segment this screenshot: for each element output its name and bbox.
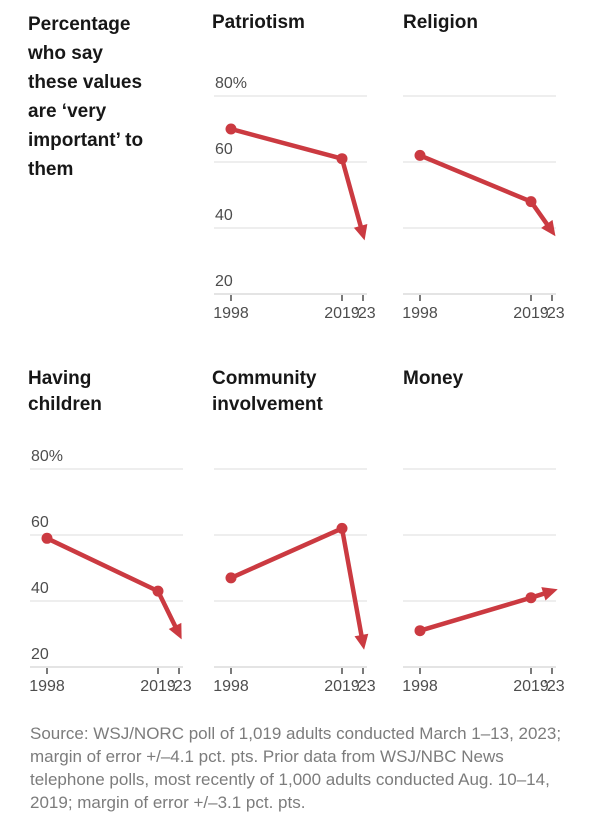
arrowhead (541, 219, 556, 237)
chart-title-patriotism: Patriotism (212, 12, 305, 33)
trend-line (417, 153, 551, 228)
x-axis-label: 1998 (402, 678, 438, 695)
data-point-2019 (152, 585, 164, 597)
chart-description: Percentage who say these values are ‘ver… (28, 14, 144, 180)
data-point-1998 (414, 149, 426, 161)
x-axis-label: ’23 (543, 678, 564, 695)
chart-money: 1998 2019’23 (402, 468, 565, 695)
x-axis-label: 1998 (213, 305, 249, 322)
arrowhead (168, 622, 182, 640)
chart-title-having-children: Having children (28, 368, 102, 415)
arrowhead (353, 224, 368, 241)
x-axis-label: ’23 (543, 305, 564, 322)
y-axis-label: 20 (31, 646, 49, 663)
chart-having-children: 80% 60 40 20 1998 2019’23 (29, 448, 192, 695)
y-axis-label: 40 (31, 580, 49, 597)
source-note: Source: WSJ/NORC poll of 1,019 adults co… (30, 724, 562, 812)
x-axis-label: 2019 (324, 305, 360, 322)
x-axis-label: 2019 (513, 678, 549, 695)
trend-line (228, 526, 364, 640)
chart-patriotism: 80% 60 40 20 1998 2019’23 (213, 75, 376, 322)
data-point-1998 (225, 123, 237, 135)
data-point-2019 (336, 153, 348, 165)
data-point-1998 (41, 532, 53, 544)
arrowhead (354, 633, 369, 650)
x-axis-label: 2019 (324, 678, 360, 695)
chart-religion: 1998 2019’23 (402, 95, 565, 322)
y-axis-label: 80% (215, 75, 247, 92)
data-point-2019 (525, 196, 537, 208)
data-point-2019 (525, 592, 537, 604)
x-axis-label: ’23 (354, 678, 375, 695)
chart-title-money: Money (403, 368, 464, 389)
x-axis-label: ’23 (170, 678, 191, 695)
data-point-1998 (414, 625, 426, 637)
chart-title-community-involvement: Community involvement (212, 368, 323, 415)
x-axis-label: 1998 (213, 678, 249, 695)
chart-title-religion: Religion (403, 12, 478, 33)
arrowhead (541, 587, 558, 601)
x-axis-label: ’23 (354, 305, 375, 322)
y-axis-label: 20 (215, 273, 233, 290)
data-point-1998 (225, 572, 237, 584)
chart-community-involvement: 1998 2019’23 (213, 468, 376, 695)
data-point-2019 (336, 522, 348, 534)
y-axis-label: 60 (215, 141, 233, 158)
trend-line (228, 126, 364, 231)
x-axis-label: 2019 (513, 305, 549, 322)
y-axis-label: 60 (31, 514, 49, 531)
y-axis-label: 40 (215, 207, 233, 224)
trend-line (44, 536, 179, 630)
y-axis-label: 80% (31, 448, 63, 465)
x-axis-label: 2019 (140, 678, 176, 695)
x-axis-label: 1998 (402, 305, 438, 322)
x-axis-label: 1998 (29, 678, 65, 695)
